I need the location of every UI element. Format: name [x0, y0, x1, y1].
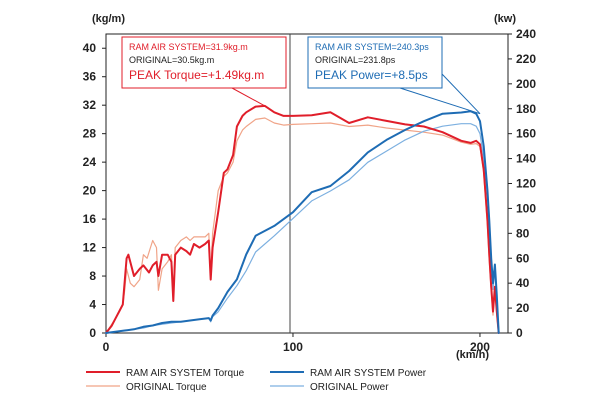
ylabel-right: (kw)	[494, 13, 516, 25]
x-tick-label: 200	[470, 340, 490, 354]
right-tick-label: 140	[516, 152, 536, 166]
right-tick-label: 60	[516, 251, 530, 265]
legend: RAM AIR SYSTEM Torque RAM AIR SYSTEM Pow…	[86, 368, 427, 393]
torque-annotation-line3: PEAK Torque=+1.49kg.m	[129, 68, 264, 82]
right-tick-label: 240	[516, 27, 536, 41]
xlabel: (km/h)	[456, 349, 489, 361]
torque-pointer-line	[231, 87, 266, 107]
power-annotation-line1: RAM AIR SYSTEM=240.3ps	[315, 42, 429, 52]
power-pointer-line	[399, 87, 481, 115]
left-axis-ticks: 0 4 8 12 16 20 24 28 32 36 40	[83, 41, 106, 340]
left-tick-label: 32	[83, 98, 97, 112]
torque-annotation-line1: RAM AIR SYSTEM=31.9kg.m	[129, 42, 248, 52]
legend-label-ram-torque: RAM AIR SYSTEM Torque	[126, 368, 245, 379]
left-tick-label: 24	[83, 155, 97, 169]
torque-annotation-box	[121, 36, 287, 89]
right-tick-label: 100	[516, 201, 536, 215]
torque-annotation-line2: ORIGINAL=30.5kg.m	[129, 55, 214, 65]
torque-annotation: RAM AIR SYSTEM=31.9kg.m ORIGINAL=30.5kg.…	[121, 36, 287, 107]
power-annotation-line3: PEAK Power=+8.5ps	[315, 68, 428, 82]
x-tick-label: 100	[283, 340, 303, 354]
right-tick-label: 40	[516, 276, 530, 290]
legend-label-orig-power: ORIGINAL Power	[310, 382, 389, 393]
right-tick-label: 80	[516, 226, 530, 240]
left-tick-label: 20	[83, 184, 97, 198]
series-line-ram-air-system-power	[105, 110, 500, 334]
right-axis-ticks: 0 20 40 60 80 100 120 140 160 180 200 220 240	[508, 27, 536, 340]
x-tick-label: 0	[103, 340, 110, 354]
left-tick-label: 36	[83, 70, 97, 84]
left-tick-label: 0	[89, 326, 96, 340]
right-tick-label: 120	[516, 177, 536, 191]
right-tick-label: 20	[516, 301, 530, 315]
series-line-original-torque	[105, 117, 500, 334]
series-group	[105, 104, 500, 334]
right-tick-label: 180	[516, 102, 536, 116]
legend-label-orig-torque: ORIGINAL Torque	[126, 382, 207, 393]
left-tick-label: 4	[89, 298, 96, 312]
left-tick-label: 16	[83, 212, 97, 226]
power-annotation-box	[307, 36, 443, 89]
right-tick-label: 160	[516, 127, 536, 141]
left-tick-label: 28	[83, 127, 97, 141]
ylabel-left: (kg/m)	[92, 13, 125, 25]
right-tick-label: 200	[516, 77, 536, 91]
x-axis-ticks: 0 100 200	[103, 333, 490, 354]
right-tick-label: 0	[516, 326, 523, 340]
left-tick-label: 8	[89, 269, 96, 283]
legend-label-ram-power: RAM AIR SYSTEM Power	[310, 368, 427, 379]
power-annotation: RAM AIR SYSTEM=240.3ps ORIGINAL=231.8ps …	[307, 36, 481, 115]
power-pointer-line-2	[441, 73, 481, 115]
left-tick-label: 12	[83, 241, 97, 255]
power-annotation-line2: ORIGINAL=231.8ps	[315, 55, 396, 65]
right-tick-label: 220	[516, 52, 536, 66]
series-line-ram-air-system-torque	[105, 104, 500, 334]
left-tick-label: 40	[83, 41, 97, 55]
